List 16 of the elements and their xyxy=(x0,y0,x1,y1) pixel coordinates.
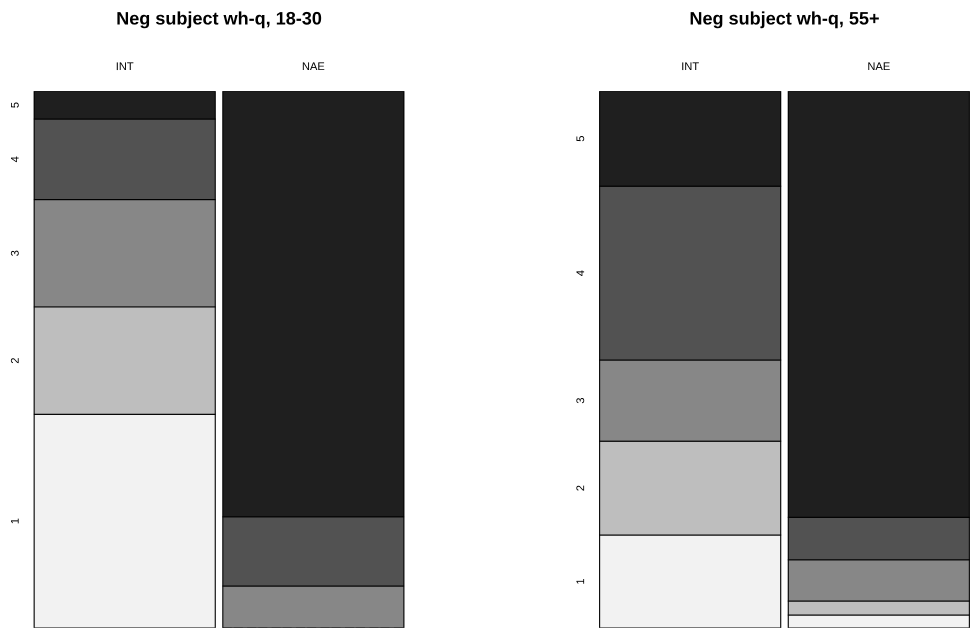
text: 1 xyxy=(576,578,584,584)
chart-title: Neg subject wh-q, 18-30 xyxy=(117,11,322,28)
text: 2 xyxy=(576,486,584,491)
text: 3 xyxy=(10,250,19,256)
x-tick-label: INT xyxy=(682,62,699,70)
text: 5 xyxy=(576,136,584,142)
text: 1 xyxy=(11,518,19,524)
x-tick-label: INT xyxy=(116,62,134,70)
text: 4 xyxy=(576,270,584,276)
x-tick-label: NAE xyxy=(868,62,890,70)
text: 2 xyxy=(10,358,19,364)
x-tick-label: NAE xyxy=(302,62,324,70)
text: 5 xyxy=(11,102,19,108)
chart-title: Neg subject wh-q, 55+ xyxy=(690,11,879,28)
text: 3 xyxy=(576,398,584,404)
text: 4 xyxy=(11,156,19,162)
